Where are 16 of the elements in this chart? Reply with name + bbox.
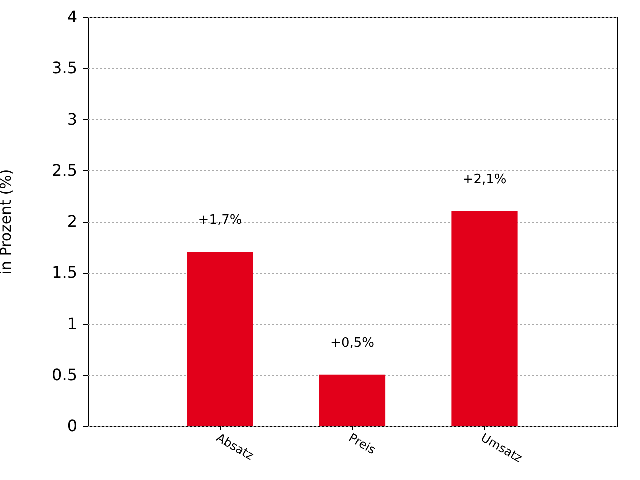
y-tick-label: 2	[67, 212, 78, 231]
y-axis-title: in Prozent (%)	[0, 169, 16, 275]
bar	[319, 374, 386, 426]
y-tick-label: 3.5	[52, 58, 78, 78]
bar	[187, 252, 254, 426]
y-tick-label: 1.5	[52, 263, 78, 282]
y-tick-label: 0	[67, 416, 78, 436]
y-tick-label: 2.5	[52, 160, 78, 180]
y-tick-label: 0.5	[52, 365, 78, 384]
data-label: +0,5%	[330, 336, 374, 351]
y-tick-label: 4	[67, 8, 78, 26]
y-tick-label: 1	[67, 314, 78, 334]
data-label: +2,1%	[462, 172, 507, 188]
data-label: +1,7%	[198, 213, 242, 228]
bar	[452, 211, 518, 426]
y-tick-label: 3	[67, 110, 78, 129]
